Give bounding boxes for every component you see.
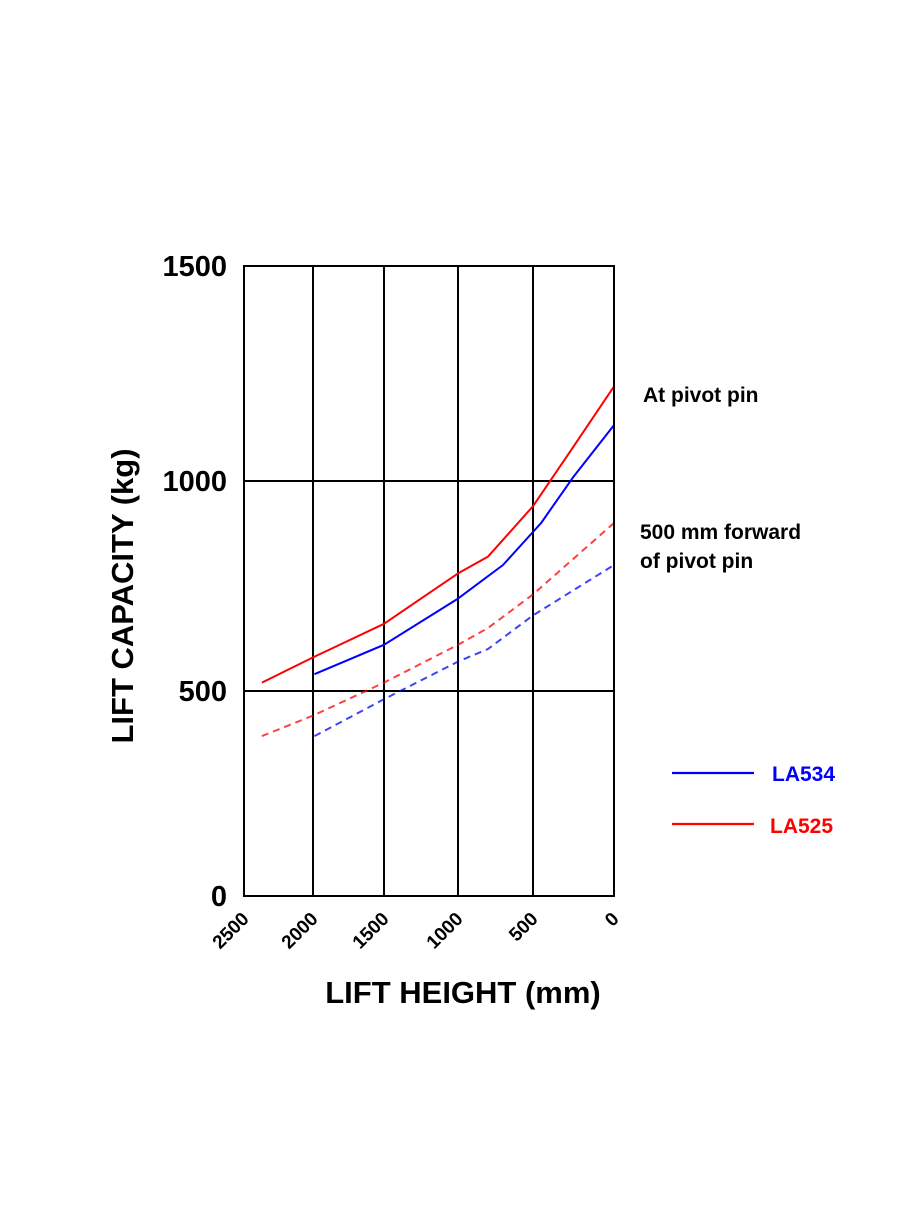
legend-label-la534: LA534 xyxy=(772,763,835,786)
series-line-la525-forward xyxy=(261,522,615,738)
annotation-forward-line1: 500 mm forward xyxy=(640,521,801,544)
y-tick-label-500: 500 xyxy=(179,676,227,708)
series-line-la525-pivot xyxy=(261,385,615,684)
x-tick-label-1000: 1000 xyxy=(423,909,468,954)
x-tick-labels: 2500 2000 1500 1000 500 0 xyxy=(209,909,624,954)
series-line-la534-pivot xyxy=(314,424,615,676)
x-tick-label-0: 0 xyxy=(601,909,623,931)
annotation-at-pivot-pin: At pivot pin xyxy=(643,384,758,407)
annotation-forward-line2: of pivot pin xyxy=(640,550,753,573)
grid-lines xyxy=(244,266,614,896)
legend: LA534 LA525 xyxy=(672,763,835,838)
x-tick-label-2000: 2000 xyxy=(278,909,323,954)
x-tick-label-500: 500 xyxy=(505,909,542,946)
legend-label-la525: LA525 xyxy=(770,815,833,838)
series-line-la534-forward xyxy=(313,564,615,737)
series-group xyxy=(261,385,615,738)
x-tick-label-1500: 1500 xyxy=(349,909,394,954)
y-tick-label-1000: 1000 xyxy=(162,466,227,498)
y-tick-label-1500: 1500 xyxy=(162,251,227,283)
plot-frame xyxy=(243,265,615,897)
y-axis-title: LIFT CAPACITY (kg) xyxy=(105,448,140,743)
y-tick-labels: 0 500 1000 1500 xyxy=(162,251,227,913)
x-tick-label-2500: 2500 xyxy=(209,909,254,954)
x-axis-title: LIFT HEIGHT (mm) xyxy=(325,975,601,1010)
y-tick-label-0: 0 xyxy=(211,881,227,913)
